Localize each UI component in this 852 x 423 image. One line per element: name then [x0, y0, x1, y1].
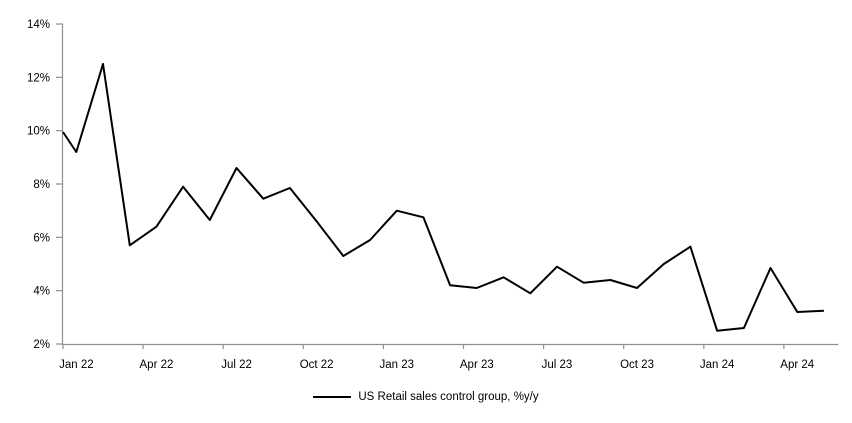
legend: US Retail sales control group, %y/y [0, 391, 852, 403]
x-tick-label: Jul 23 [542, 359, 573, 371]
x-tick-label: Jan 24 [700, 359, 735, 371]
y-tick-label: 4% [33, 286, 50, 298]
legend-line-swatch [313, 395, 352, 398]
legend-label: US Retail sales control group, %y/y [358, 390, 539, 403]
x-tick-label: Oct 23 [620, 359, 654, 371]
x-tick-label: Apr 24 [780, 359, 814, 371]
x-tick-label: Jan 22 [59, 359, 94, 371]
x-tick-label: Jul 22 [221, 359, 252, 371]
x-tick-label: Oct 22 [300, 359, 334, 371]
y-tick-label: 8% [33, 179, 50, 191]
series-line [62, 63, 824, 332]
y-tick-label: 12% [27, 72, 50, 84]
y-tick-label: 6% [33, 232, 50, 244]
y-tick-label: 10% [27, 126, 50, 138]
x-tick-label: Apr 22 [140, 359, 174, 371]
y-tick-label: 14% [27, 19, 50, 31]
x-tick-label: Jan 23 [379, 359, 414, 371]
y-tick-label: 2% [33, 339, 50, 351]
x-tick-label: Apr 23 [460, 359, 494, 371]
